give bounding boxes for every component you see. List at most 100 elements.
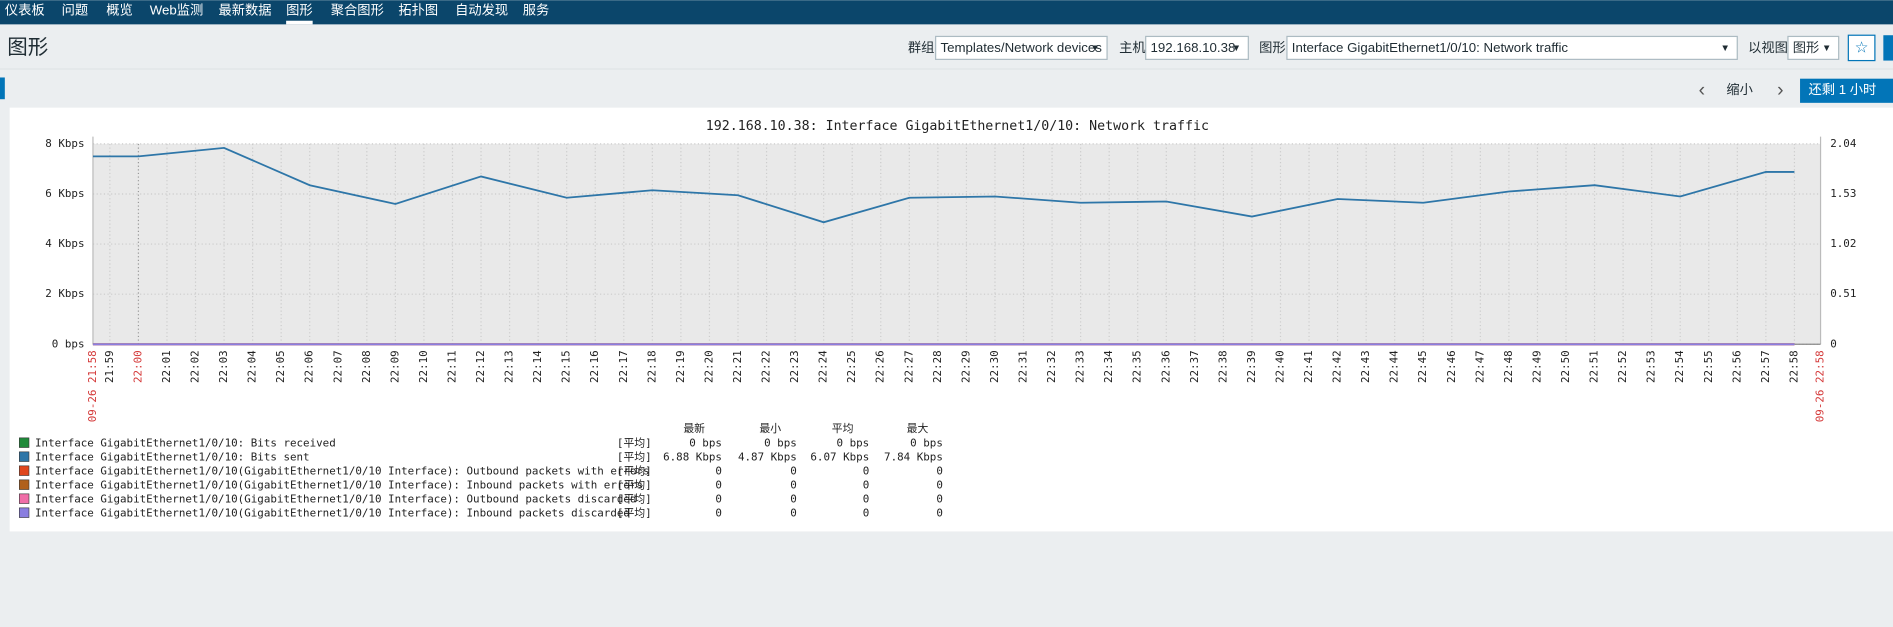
nav-item[interactable]: 拓扑图: [398, 3, 438, 18]
kiosk-button[interactable]: [1883, 35, 1893, 61]
x-tick-label: 22:15: [560, 350, 573, 383]
filter-label: 主机: [1119, 40, 1146, 55]
side-toggle[interactable]: [0, 77, 5, 100]
x-tick-label: 22:02: [189, 350, 202, 383]
legend-value: 0: [715, 478, 722, 491]
legend-value: 0: [863, 478, 870, 491]
x-tick-label: 22:23: [788, 350, 801, 383]
nav-item[interactable]: 聚合图形: [331, 3, 384, 18]
x-tick-label: 22:53: [1645, 350, 1658, 383]
legend-value: 0: [863, 506, 870, 519]
legend-value: 0: [715, 464, 722, 477]
y-tick-label: 0 bps: [52, 337, 85, 350]
legend-header: 最大: [907, 421, 929, 435]
range-label: 还剩 1 小时: [1808, 82, 1876, 97]
legend-value: 0 bps: [837, 436, 870, 449]
x-tick-label: 22:22: [760, 350, 773, 383]
x-tick-label: 22:39: [1245, 350, 1258, 383]
legend-value: 0: [790, 506, 797, 519]
nav-item[interactable]: 仪表板: [5, 3, 45, 18]
favorite-button[interactable]: [1847, 34, 1876, 62]
nav-item[interactable]: 概览: [106, 3, 133, 18]
x-tick-label: 22:58: [1787, 350, 1800, 383]
x-tick-label: 22:28: [931, 350, 944, 383]
nav-item[interactable]: Web监测: [150, 3, 204, 18]
legend-func: [平均]: [617, 506, 652, 519]
x-tick-label: 22:32: [1045, 350, 1058, 383]
legend-value: 6.88 Kbps: [663, 450, 722, 463]
x-tick-label: 22:30: [988, 350, 1001, 383]
y-tick-label: 4 Kbps: [45, 237, 84, 250]
legend-value: 0: [936, 464, 943, 477]
x-tick-label: 21:59: [103, 350, 116, 383]
x-tick-label: 22:11: [445, 350, 458, 383]
filter-label: 群组: [908, 40, 935, 55]
y2-tick-label: 1.53: [1830, 187, 1856, 200]
plot-area: [92, 143, 1821, 345]
x-tick-label: 22:40: [1273, 350, 1286, 383]
x-tick-label: 22:50: [1559, 350, 1572, 383]
prev-button[interactable]: ‹: [1699, 80, 1705, 101]
x-tick-label: 22:08: [360, 350, 373, 383]
x-tick-label: 22:44: [1388, 350, 1401, 383]
legend-swatch: [19, 465, 30, 476]
nav-item[interactable]: 图形: [286, 3, 313, 18]
x-tick-label: 22:37: [1188, 350, 1201, 383]
x-tick-label: 22:01: [160, 350, 173, 383]
x-tick-label: 22:06: [303, 350, 316, 383]
y-tick-label: 2 Kbps: [45, 287, 84, 300]
select-arrow: ▼: [1720, 43, 1730, 54]
x-tick-label: 22:19: [674, 350, 687, 383]
x-tick-label: 22:07: [331, 350, 344, 383]
x-tick-label: 22:57: [1759, 350, 1772, 383]
legend-value: 0 bps: [764, 436, 797, 449]
select-arrow: ▼: [1090, 43, 1100, 54]
y2-tick-label: 0.51: [1830, 287, 1856, 300]
filter-select[interactable]: [1286, 35, 1738, 60]
x-tick-label: 22:14: [531, 350, 544, 383]
filter-value: Interface GigabitEthernet1/0/10: Network…: [1292, 40, 1569, 55]
zoom-out[interactable]: 缩小: [1726, 82, 1753, 97]
legend-value: 0: [790, 492, 797, 505]
legend-name: Interface GigabitEthernet1/0/10(GigabitE…: [35, 506, 630, 519]
nav-item[interactable]: 问题: [62, 3, 89, 18]
filter-select[interactable]: [935, 35, 1108, 60]
legend-func: [平均]: [617, 450, 652, 463]
x-tick-label: 22:29: [959, 350, 972, 383]
x-tick-label: 22:52: [1616, 350, 1629, 383]
legend-value: 0: [936, 478, 943, 491]
x-tick-label: 22:54: [1673, 350, 1686, 383]
filter-select[interactable]: [1787, 35, 1840, 60]
filter-label: 图形: [1259, 40, 1286, 55]
nav-item[interactable]: 最新数据: [219, 3, 272, 18]
range-button[interactable]: [1800, 78, 1893, 103]
legend-value: 7.84 Kbps: [884, 450, 943, 463]
x-tick-label: 22:31: [1017, 350, 1030, 383]
nav-item[interactable]: 自动发现: [455, 3, 508, 18]
x-tick-label: 22:13: [503, 350, 516, 383]
filter-value: 192.168.10.38: [1151, 40, 1236, 55]
legend-value: 0: [790, 478, 797, 491]
x-tick-label: 22:25: [845, 350, 858, 383]
filter-label: 以视图: [1748, 40, 1788, 55]
legend-func: [平均]: [617, 436, 652, 449]
x-edge-label: 09-26 22:58: [1814, 350, 1827, 422]
x-tick-label: 22:42: [1331, 350, 1344, 383]
legend-func: [平均]: [617, 478, 652, 491]
y-tick-label: 6 Kbps: [45, 187, 84, 200]
filter-select[interactable]: [1145, 35, 1249, 60]
next-button[interactable]: ›: [1777, 80, 1783, 101]
legend-swatch: [19, 479, 30, 490]
legend-value: 0: [936, 492, 943, 505]
select-arrow: ▼: [1231, 43, 1241, 54]
x-tick-label: 22:21: [731, 350, 744, 383]
x-tick-label: 22:05: [274, 350, 287, 383]
x-tick-label: 22:33: [1074, 350, 1087, 383]
x-tick-label: 22:20: [702, 350, 715, 383]
favorite-icon: ☆: [1855, 40, 1869, 57]
x-tick-label: 22:09: [388, 350, 401, 383]
legend-swatch: [19, 493, 30, 504]
nav-item[interactable]: 服务: [523, 3, 550, 18]
x-tick-label: 22:51: [1588, 350, 1601, 383]
